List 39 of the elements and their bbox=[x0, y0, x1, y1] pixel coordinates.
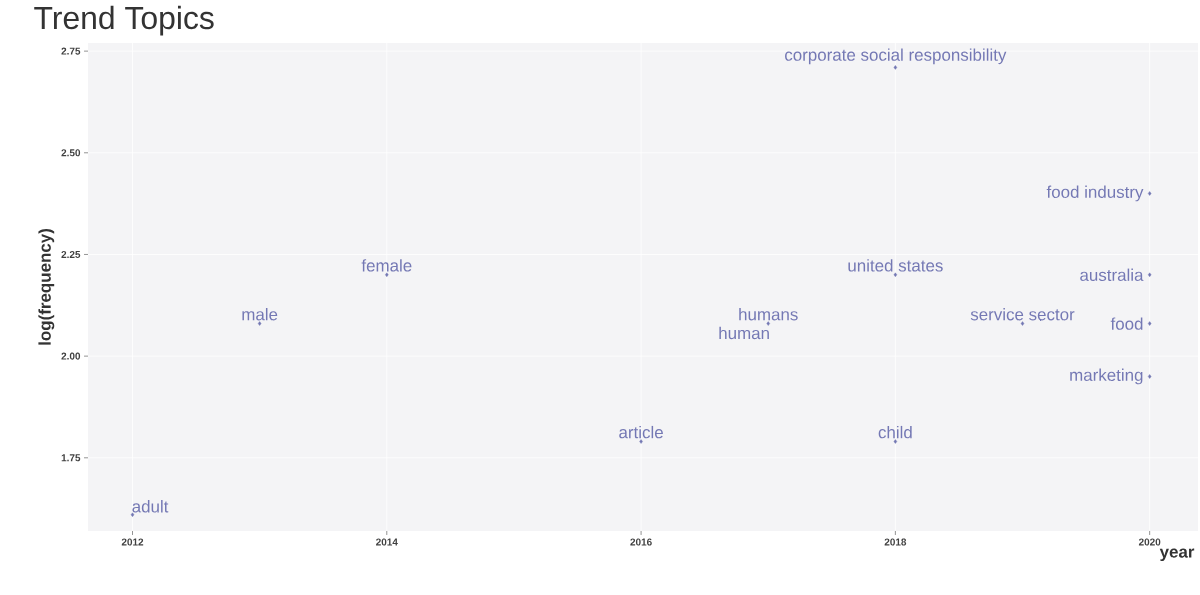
y-tick-label: 2.50 bbox=[61, 149, 81, 157]
annotation: female bbox=[361, 259, 412, 272]
point bbox=[893, 272, 898, 277]
annotation: service sector bbox=[970, 307, 1075, 321]
x-axis-title: year bbox=[1159, 548, 1195, 562]
y-tick-label: 2.75 bbox=[61, 47, 81, 55]
annotation: human bbox=[719, 326, 769, 340]
point bbox=[893, 65, 898, 70]
point bbox=[893, 439, 898, 444]
point bbox=[257, 321, 262, 326]
point bbox=[1147, 191, 1152, 196]
annotation: adult bbox=[132, 500, 169, 513]
point bbox=[766, 321, 770, 326]
chart-title: Trend Topics bbox=[34, 5, 214, 36]
point bbox=[639, 439, 643, 444]
point bbox=[385, 272, 389, 277]
annotation: article bbox=[619, 425, 663, 439]
y-axis-title: log(frequency) bbox=[38, 229, 55, 345]
y-tick-label: 2.25 bbox=[61, 250, 81, 258]
annotation: male bbox=[242, 307, 278, 321]
x-tick-label: 2014 bbox=[376, 538, 398, 546]
x-tick-label: 2016 bbox=[630, 538, 652, 546]
annotation: australia bbox=[1080, 268, 1144, 282]
x-tick-label: 2012 bbox=[121, 538, 144, 546]
point bbox=[1147, 374, 1152, 379]
annotation: marketing bbox=[1070, 368, 1143, 385]
point bbox=[1147, 272, 1152, 277]
annotation: food bbox=[1110, 317, 1143, 330]
annotation: food industry bbox=[1046, 185, 1144, 202]
y-tick-label: 2.00 bbox=[61, 352, 81, 360]
annotation: corporate social responsibility bbox=[785, 48, 1007, 65]
point bbox=[1020, 321, 1025, 326]
x-tick-label: 2020 bbox=[1138, 538, 1161, 546]
annotation: child bbox=[878, 425, 912, 439]
point bbox=[1147, 321, 1152, 326]
y-tick-label: 1.75 bbox=[61, 454, 81, 462]
annotation: humans bbox=[739, 307, 798, 321]
x-tick-label: 2018 bbox=[884, 538, 907, 546]
annotation: united states bbox=[848, 259, 943, 272]
